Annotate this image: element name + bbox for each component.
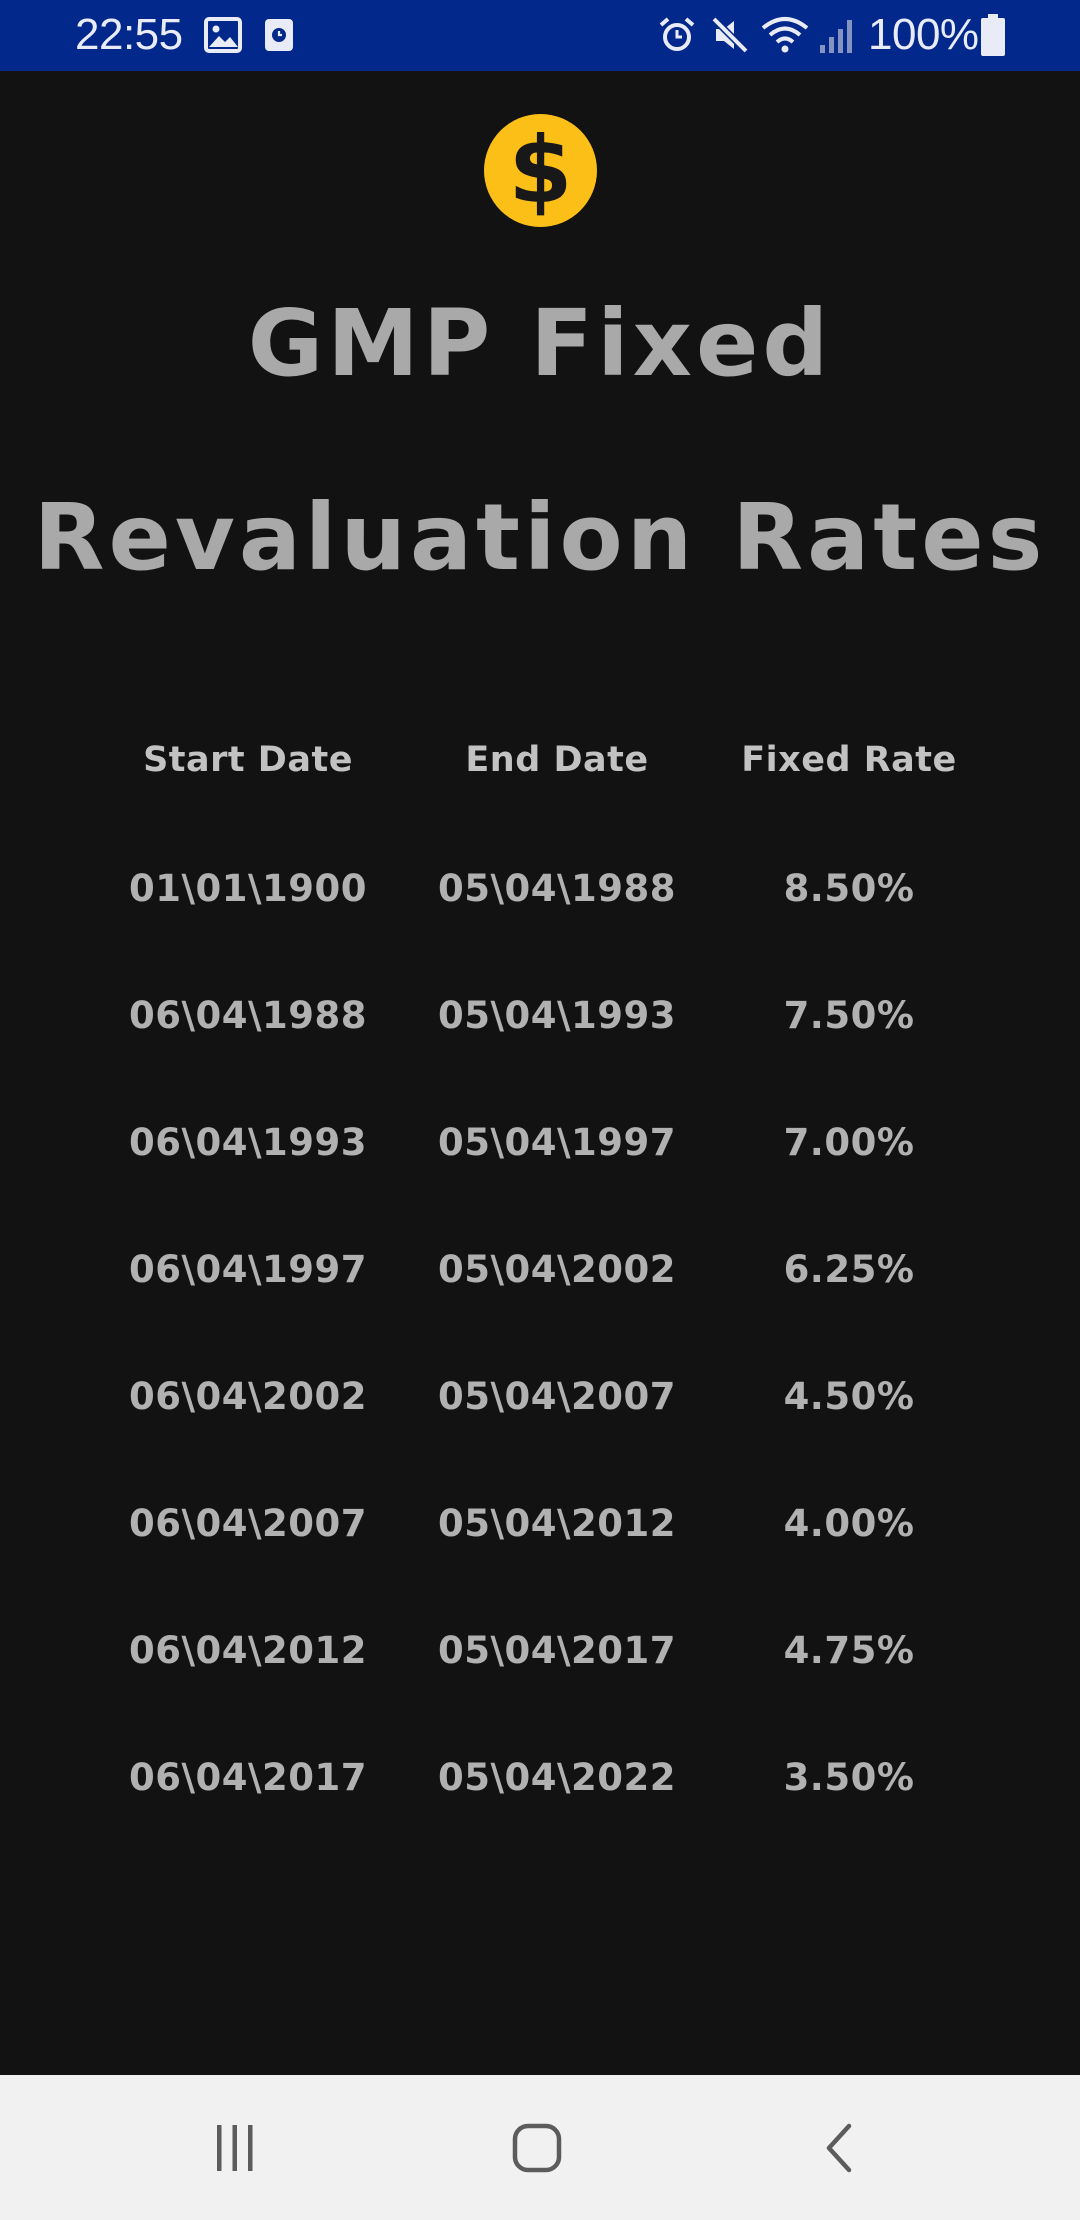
table-header: Start Date End Date Fixed Rate bbox=[0, 740, 1080, 800]
page-title-line-1: GMP Fixed bbox=[247, 290, 833, 397]
end-date-cell: 05\04\2022 bbox=[438, 1756, 676, 1799]
end-date-cell: 05\04\2007 bbox=[438, 1375, 676, 1418]
end-date-cell: 05\04\1997 bbox=[438, 1121, 676, 1164]
fixed-rate-cell: 8.50% bbox=[783, 867, 915, 910]
table-row: 06\04\2007 05\04\2012 4.00% bbox=[0, 1502, 1080, 1562]
table-row: 06\04\2002 05\04\2007 4.50% bbox=[0, 1375, 1080, 1435]
fixed-rate-cell: 4.75% bbox=[783, 1629, 915, 1672]
wifi-icon bbox=[760, 15, 810, 59]
column-header-fixed-rate: Fixed Rate bbox=[741, 740, 957, 780]
home-button[interactable] bbox=[457, 2075, 617, 2220]
back-button[interactable] bbox=[759, 2075, 919, 2220]
dollar-sign: $ bbox=[508, 116, 573, 224]
end-date-cell: 05\04\1993 bbox=[438, 994, 676, 1037]
table-row: 06\04\2017 05\04\2022 3.50% bbox=[0, 1756, 1080, 1816]
screen-record-icon bbox=[263, 17, 295, 57]
image-icon bbox=[204, 17, 242, 57]
fixed-rate-cell: 7.00% bbox=[783, 1121, 915, 1164]
navigation-bar bbox=[0, 2075, 1080, 2220]
column-header-start-date: Start Date bbox=[143, 740, 353, 780]
battery-icon bbox=[980, 13, 1006, 61]
table-row: 06\04\1988 05\04\1993 7.50% bbox=[0, 994, 1080, 1054]
start-date-cell: 06\04\2002 bbox=[129, 1375, 367, 1418]
dollar-coin-icon: $ bbox=[484, 114, 597, 227]
end-date-cell: 05\04\2002 bbox=[438, 1248, 676, 1291]
fixed-rate-cell: 6.25% bbox=[783, 1248, 915, 1291]
table-row: 01\01\1900 05\04\1988 8.50% bbox=[0, 867, 1080, 927]
status-bar: 22:55 bbox=[0, 0, 1080, 71]
end-date-cell: 05\04\1988 bbox=[438, 867, 676, 910]
start-date-cell: 01\01\1900 bbox=[129, 867, 367, 910]
table-row: 06\04\1997 05\04\2002 6.25% bbox=[0, 1248, 1080, 1308]
signal-icon bbox=[818, 17, 854, 59]
status-time: 22:55 bbox=[75, 10, 183, 59]
fixed-rate-cell: 7.50% bbox=[783, 994, 915, 1037]
table-row: 06\04\1993 05\04\1997 7.00% bbox=[0, 1121, 1080, 1181]
end-date-cell: 05\04\2012 bbox=[438, 1502, 676, 1545]
fixed-rate-cell: 4.00% bbox=[783, 1502, 915, 1545]
start-date-cell: 06\04\1993 bbox=[129, 1121, 367, 1164]
end-date-cell: 05\04\2017 bbox=[438, 1629, 676, 1672]
page-title-line-2: Revaluation Rates bbox=[33, 484, 1047, 591]
alarm-icon bbox=[657, 15, 697, 59]
start-date-cell: 06\04\2012 bbox=[129, 1629, 367, 1672]
fixed-rate-cell: 4.50% bbox=[783, 1375, 915, 1418]
fixed-rate-cell: 3.50% bbox=[783, 1756, 915, 1799]
home-icon bbox=[512, 2123, 562, 2172]
recent-apps-button[interactable] bbox=[155, 2075, 315, 2220]
battery-level: 100% bbox=[868, 10, 979, 59]
start-date-cell: 06\04\2017 bbox=[129, 1756, 367, 1799]
back-icon bbox=[826, 2123, 852, 2172]
start-date-cell: 06\04\2007 bbox=[129, 1502, 367, 1545]
recent-apps-icon bbox=[217, 2124, 253, 2171]
start-date-cell: 06\04\1988 bbox=[129, 994, 367, 1037]
table-row: 06\04\2012 05\04\2017 4.75% bbox=[0, 1629, 1080, 1689]
mute-icon bbox=[710, 15, 750, 59]
column-header-end-date: End Date bbox=[465, 740, 649, 780]
start-date-cell: 06\04\1997 bbox=[129, 1248, 367, 1291]
